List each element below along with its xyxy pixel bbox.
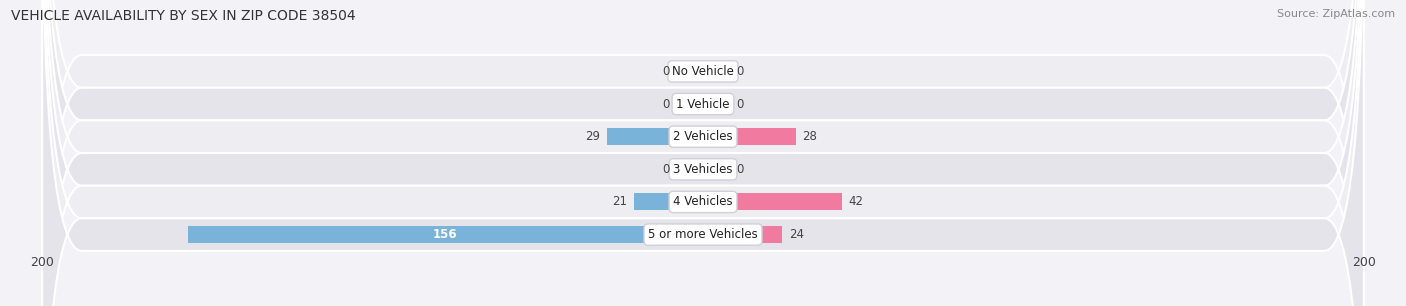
- Text: No Vehicle: No Vehicle: [672, 65, 734, 78]
- Bar: [187, 226, 703, 243]
- Text: 0: 0: [737, 65, 744, 78]
- Text: 0: 0: [662, 65, 669, 78]
- FancyBboxPatch shape: [42, 0, 1364, 306]
- Bar: [703, 226, 782, 243]
- FancyBboxPatch shape: [42, 0, 1364, 306]
- Bar: [703, 161, 730, 178]
- Bar: [676, 95, 703, 113]
- FancyBboxPatch shape: [42, 0, 1364, 306]
- Text: 0: 0: [662, 98, 669, 110]
- Text: 156: 156: [433, 228, 457, 241]
- Bar: [703, 193, 842, 211]
- Bar: [607, 128, 703, 145]
- Text: 2 Vehicles: 2 Vehicles: [673, 130, 733, 143]
- Bar: [634, 193, 703, 211]
- Text: Source: ZipAtlas.com: Source: ZipAtlas.com: [1277, 9, 1395, 19]
- Bar: [703, 95, 730, 113]
- Text: 0: 0: [662, 163, 669, 176]
- Text: 0: 0: [737, 98, 744, 110]
- Text: 5 or more Vehicles: 5 or more Vehicles: [648, 228, 758, 241]
- Text: VEHICLE AVAILABILITY BY SEX IN ZIP CODE 38504: VEHICLE AVAILABILITY BY SEX IN ZIP CODE …: [11, 9, 356, 23]
- Bar: [676, 63, 703, 80]
- Text: 1 Vehicle: 1 Vehicle: [676, 98, 730, 110]
- Bar: [676, 161, 703, 178]
- Text: 42: 42: [848, 196, 863, 208]
- Text: 4 Vehicles: 4 Vehicles: [673, 196, 733, 208]
- Text: 24: 24: [789, 228, 804, 241]
- FancyBboxPatch shape: [42, 0, 1364, 306]
- FancyBboxPatch shape: [42, 0, 1364, 306]
- Text: 21: 21: [612, 196, 627, 208]
- Text: 3 Vehicles: 3 Vehicles: [673, 163, 733, 176]
- Bar: [703, 128, 796, 145]
- Bar: [703, 63, 730, 80]
- FancyBboxPatch shape: [42, 0, 1364, 306]
- Text: 0: 0: [737, 163, 744, 176]
- Text: 28: 28: [801, 130, 817, 143]
- Text: 29: 29: [585, 130, 600, 143]
